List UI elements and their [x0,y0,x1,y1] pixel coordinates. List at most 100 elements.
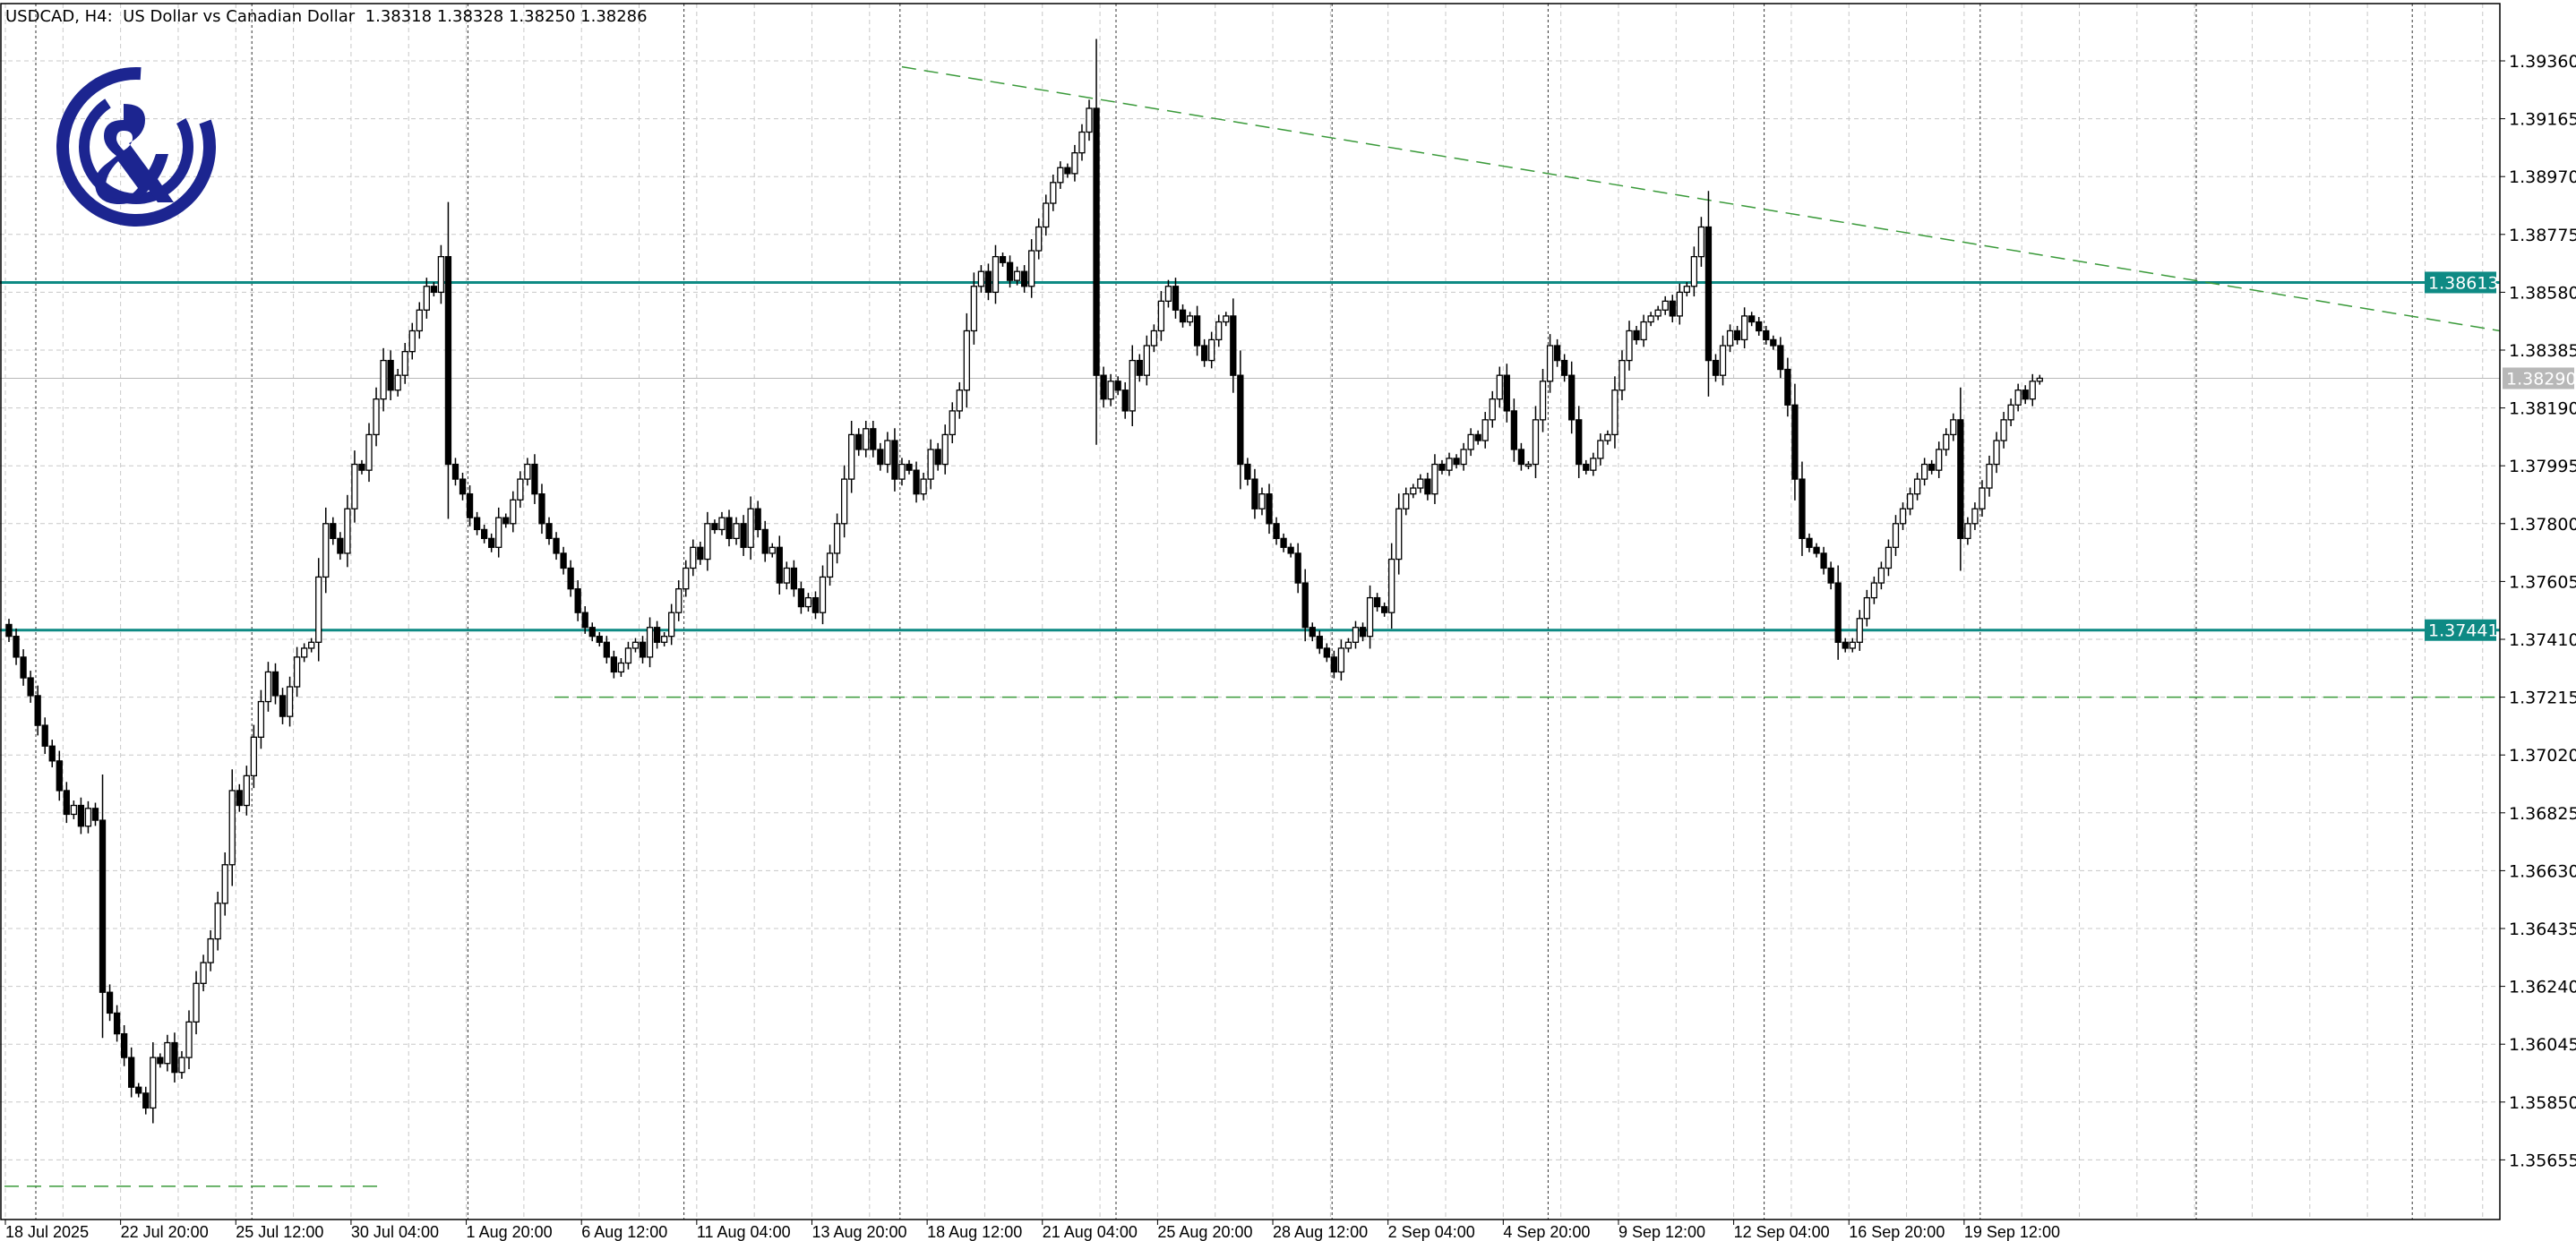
candle-body-bear [157,1057,164,1065]
candle [315,558,322,662]
candle [1395,493,1403,575]
candle-body-bear [466,493,474,518]
candle-body-bear [726,517,733,540]
candle [84,800,92,834]
candle [574,580,581,621]
candle-body-bull [1676,291,1683,317]
candle [913,461,920,503]
candle-body-bull [380,359,387,400]
candle [1748,312,1756,327]
x-tick-label: 21 Aug 04:00 [1043,1223,1138,1241]
candle [1683,282,1690,297]
candle-body-bull [970,286,978,332]
candle [2022,385,2029,405]
candle-body-bull [1150,330,1158,347]
candle-body-bear [1560,359,1568,376]
candle-body-bull [977,270,985,287]
candle-body-bull [1050,182,1057,204]
candle [646,617,654,668]
candle-body-bull [646,627,654,658]
candle [1323,643,1330,663]
candle-body-bull [1626,330,1633,362]
candle [776,535,783,595]
candle [1583,459,1590,475]
candle [1576,406,1583,478]
candle [934,442,941,471]
candle-body-bear [1553,345,1561,362]
candle-body-bear [1424,478,1431,495]
candle-body-bear [106,991,114,1014]
candle-body-bull [783,567,790,584]
candle [200,954,207,992]
candle-body-bull [286,686,294,717]
y-tick-label: 1.38580 [2509,283,2576,303]
candle [2029,373,2036,407]
candle [150,1042,157,1124]
candle-body-bull [178,1057,185,1074]
x-tick-label: 18 Jul 2025 [5,1223,89,1241]
candle-body-bear [531,463,538,495]
candle [1756,317,1763,336]
candle-body-bear [1230,315,1237,376]
candle-body-bull [293,656,301,688]
y-tick-label: 1.35655 [2509,1151,2576,1170]
candle-body-bull [221,864,228,904]
candle-body-bear [1301,582,1309,629]
candle [811,591,820,620]
candle [120,1024,128,1066]
candle-body-bear [1777,345,1784,371]
candle [891,428,898,492]
x-tick-label: 9 Sep 12:00 [1619,1223,1705,1241]
candle [697,541,704,565]
candle-body-bear [588,627,596,638]
candle-body-bull [1936,449,1943,471]
candle-body-bear [1784,368,1791,406]
candle [2036,374,2043,385]
candle-body-bull [1013,270,1021,281]
candle [1330,650,1338,679]
candle [1597,433,1604,466]
candle [48,740,56,767]
x-tick-label: 6 Aug 12:00 [581,1223,667,1241]
candle [1460,442,1467,471]
candle-body-bull [351,463,358,509]
y-tick-label: 1.36630 [2509,861,2576,881]
candle [1827,561,1834,590]
candle [1913,472,1921,501]
candle [257,689,265,749]
x-tick-label: 18 Aug 12:00 [927,1223,1022,1241]
candle [1971,502,1979,530]
candle-body-bear [1309,627,1316,638]
candle [1489,390,1496,428]
level-price-label: 1.38613 [2428,273,2499,293]
candle [848,420,855,493]
candle [1388,543,1395,629]
candle-body-bull [1489,398,1496,421]
candle [1964,517,1971,545]
candle [1208,331,1215,369]
candle [1337,639,1345,681]
candle-body-bull [1431,463,1438,495]
candle [1950,413,1957,441]
candle-body-bear [776,546,783,584]
candle-body-bull [1057,167,1064,184]
candle-body-bull [956,389,963,412]
candle-body-bear [870,428,877,450]
candle [1258,487,1266,516]
candle [603,636,610,664]
candle [1560,354,1568,382]
candle-body-bull [660,636,668,643]
candle-body-bear [574,588,581,613]
candle [56,750,63,801]
candle-body-bull [1697,226,1705,258]
candle-body-bull [84,808,92,827]
candle [1366,585,1374,649]
candle-body-bull [819,576,827,613]
candle-body-bear [430,286,438,294]
candle [1006,255,1014,288]
candle [1230,298,1237,393]
candle-body-bull [1388,558,1395,613]
candle-body-bear [811,596,820,613]
candle-body-bull [1597,440,1604,459]
